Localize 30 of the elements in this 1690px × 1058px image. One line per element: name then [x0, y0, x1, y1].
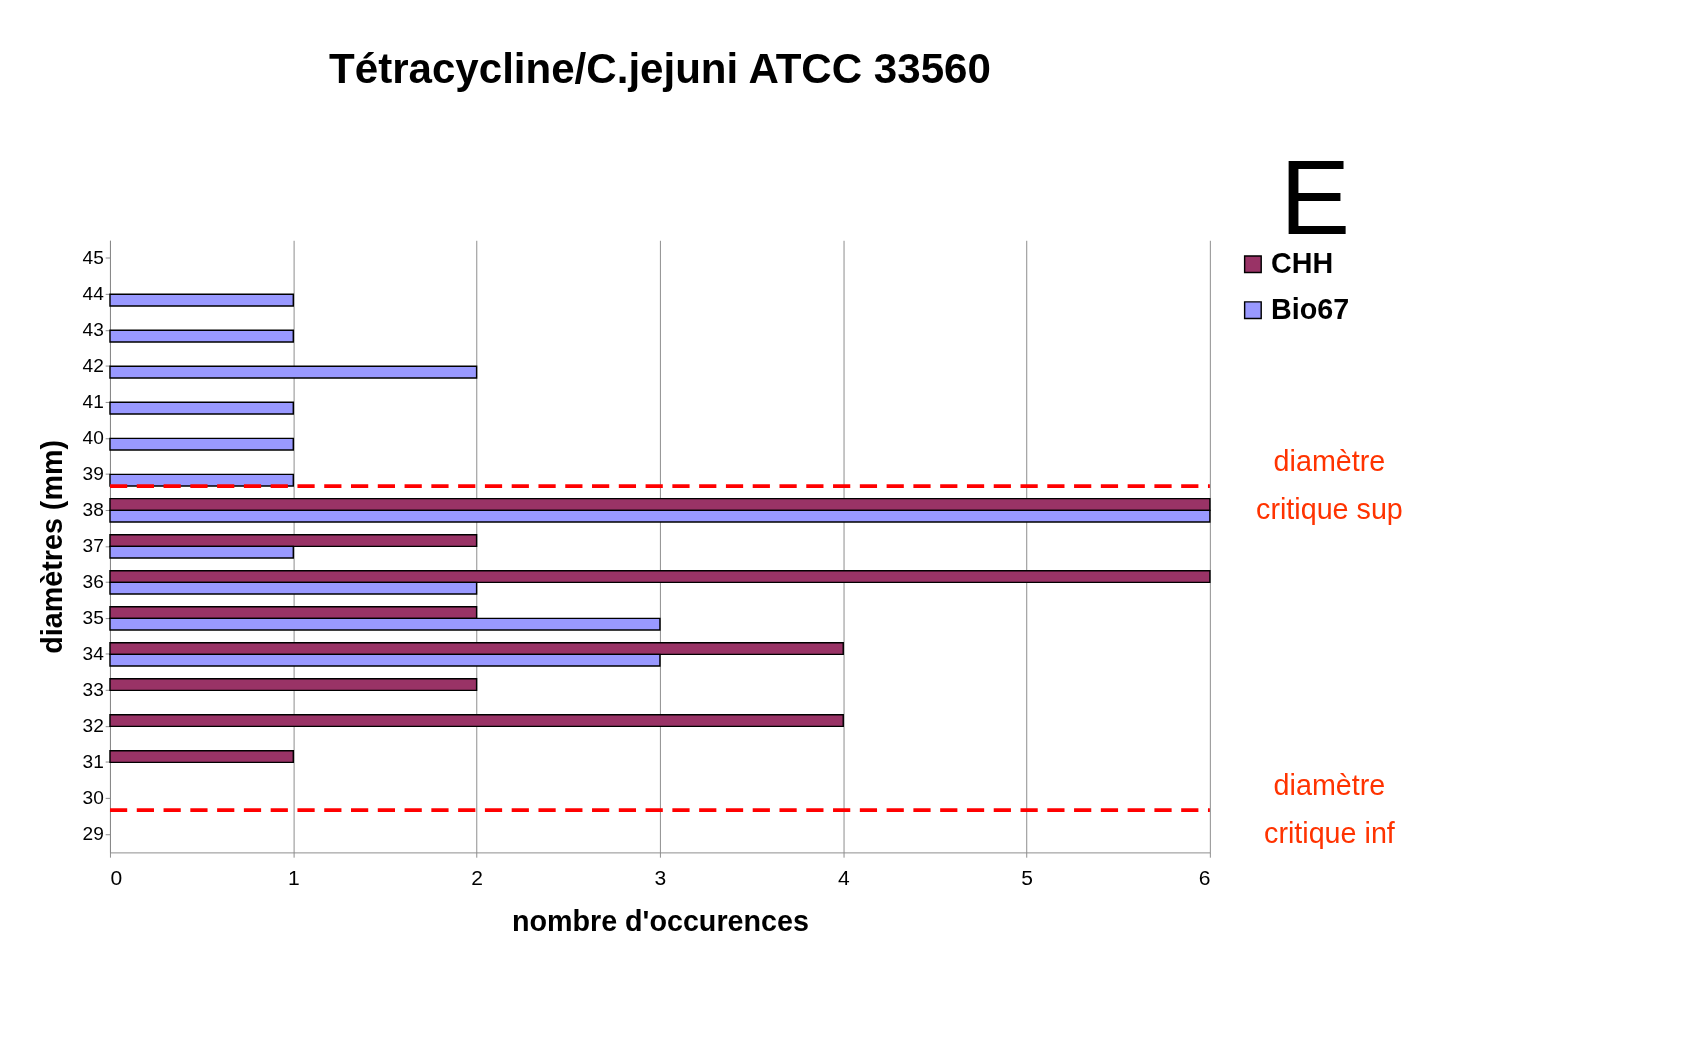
x-tick-label: 5 — [1021, 866, 1033, 890]
y-tick-label: 30 — [82, 787, 104, 809]
ref-line-label: diamètre critique sup — [1256, 444, 1403, 525]
y-tick-label: 33 — [82, 679, 104, 701]
y-tick-label: 32 — [82, 715, 104, 737]
x-tick-label: 2 — [471, 866, 483, 890]
y-tick-label: 38 — [82, 499, 104, 521]
y-tick-label: 45 — [82, 247, 104, 269]
legend-label: Bio67 — [1271, 292, 1350, 325]
y-tick-label: 43 — [82, 319, 104, 341]
y-tick-label: 29 — [82, 823, 104, 845]
y-tick-label: 37 — [82, 535, 104, 557]
x-tick-label: 1 — [287, 866, 300, 890]
x-tick-label: 6 — [1198, 866, 1211, 890]
chart-title: Tétracycline/C.jejuni ATCC 33560 — [329, 45, 991, 93]
x-tick-label: 4 — [837, 866, 850, 890]
y-tick-label: 36 — [82, 571, 104, 593]
y-tick-label: 41 — [82, 391, 104, 413]
y-tick-label: 39 — [82, 463, 104, 485]
ref-line-label: diamètre critique inf — [1264, 768, 1396, 849]
y-tick-label: 34 — [82, 643, 105, 665]
y-tick-label: 44 — [82, 283, 105, 305]
x-axis-title: nombre d'occurences — [511, 905, 809, 938]
y-tick-label: 42 — [82, 355, 104, 377]
y-axis-title: diamètres (mm) — [36, 440, 69, 654]
x-tick-label: 0 — [110, 866, 123, 890]
y-tick-label: 35 — [82, 607, 104, 629]
y-tick-label: 31 — [82, 751, 104, 773]
y-tick-label: 40 — [82, 427, 104, 449]
x-tick-label: 3 — [654, 866, 667, 890]
